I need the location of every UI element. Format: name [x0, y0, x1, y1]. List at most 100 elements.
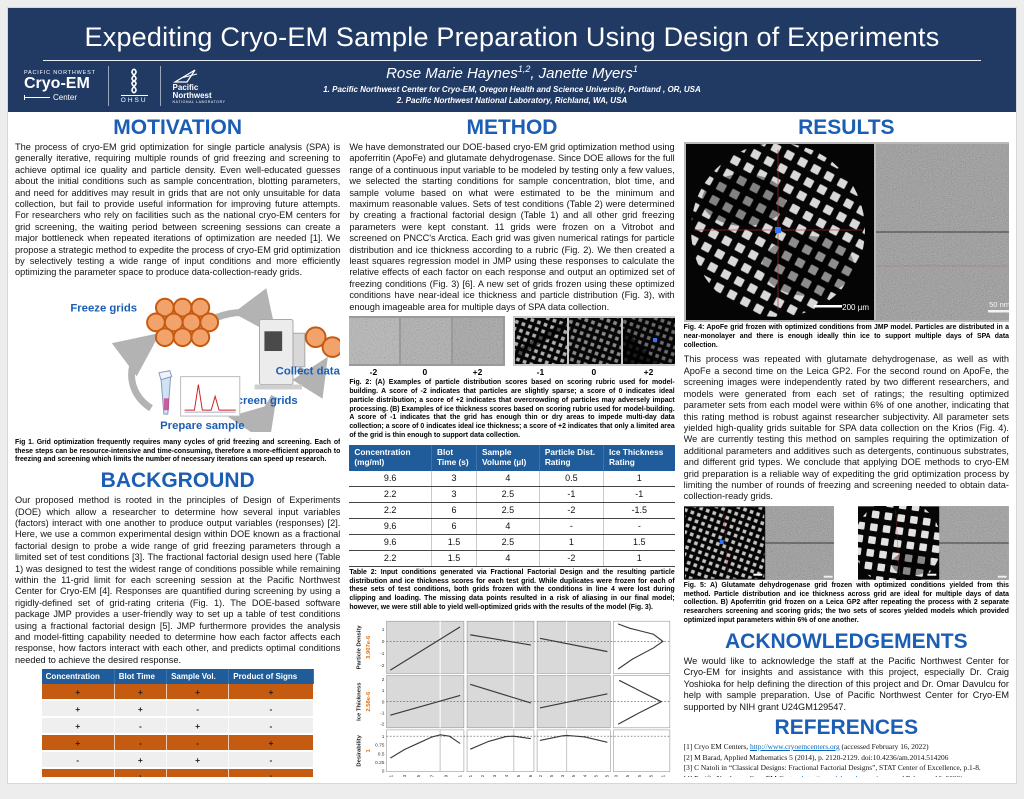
table-row: + - + -	[41, 717, 314, 736]
reference-link[interactable]: http://www.cryoemcenters.org	[749, 741, 840, 751]
author-1: Rose Marie Haynes	[386, 65, 518, 82]
score-label: +2	[643, 367, 654, 378]
ohsu-mark-icon	[131, 68, 137, 94]
column-header: Concentration (mg/ml)	[349, 444, 433, 471]
svg-text:1: 1	[388, 774, 393, 777]
scale-bar-label: 50 nm	[989, 300, 1009, 309]
logo-text-pacific-northwest: PACIFIC NORTHWEST	[24, 70, 96, 77]
background-heading: BACKGROUND	[100, 469, 255, 493]
svg-text:3: 3	[402, 774, 407, 777]
logo-text-northwest: Northwest	[172, 91, 212, 100]
micrograph-score-plus2	[453, 318, 503, 365]
logo-separator	[159, 66, 161, 106]
micrograph-score-minus2	[349, 318, 399, 365]
scale-bar	[927, 573, 937, 576]
method-heading: METHOD	[466, 116, 558, 139]
fig5a-glutamate-grid	[683, 506, 835, 580]
poster-title: Expediting Cryo-EM Sample Preparation Us…	[84, 22, 940, 52]
scale-bar	[753, 573, 762, 576]
atlas-score-minus1	[515, 318, 567, 365]
column-header: Blot Time (s)	[431, 444, 477, 471]
fig1-caption: Fig 1. Grid optimization frequently requ…	[15, 438, 341, 464]
prepare-sample-label: Prepare sample	[160, 420, 244, 432]
affiliation-1: 1. Pacific Northwest Center for Cryo-EM,…	[323, 85, 701, 94]
table-header-row: Concentration (mg/ml) Blot Time (s) Samp…	[349, 444, 675, 471]
fig2b-ice-thickness: -1 0 +2	[513, 316, 675, 377]
table-row: + + - -	[41, 700, 314, 719]
logo-text-cryoem: Cryo-EM	[24, 75, 90, 93]
svg-text:2.5: 2.5	[549, 774, 554, 777]
svg-text:0: 0	[382, 769, 385, 775]
svg-text:3: 3	[560, 774, 565, 777]
table-row: - + + -	[41, 751, 314, 770]
section-motivation-background: MOTIVATION The process of cryo-EM grid o…	[15, 115, 341, 777]
svg-text:0: 0	[382, 639, 385, 645]
logo-separator	[107, 66, 109, 106]
svg-text:-1: -1	[380, 710, 385, 716]
figure-jmp-profiler: 10-1-2210-1-210.750.50.25013579111234562…	[349, 617, 674, 777]
svg-text:0.5: 0.5	[378, 751, 385, 757]
svg-text:1: 1	[382, 688, 385, 694]
svg-text:0.75: 0.75	[375, 743, 385, 749]
svg-text:1: 1	[468, 774, 473, 777]
reference-link[interactable]: http://pncc.labworks.org	[802, 774, 874, 777]
logo-text-national-laboratory: NATIONAL LABORATORY	[172, 100, 226, 105]
collect-data-label: Collect data	[276, 366, 341, 378]
table-row: - + - +	[41, 768, 314, 777]
figure-glutamate-apoferritin	[683, 505, 1009, 580]
svg-text:0.75: 0.75	[649, 774, 654, 777]
figure-scoring-examples: -2 0 +2	[349, 316, 675, 378]
svg-text:1: 1	[366, 748, 372, 752]
column-header: Particle Dist. Rating	[539, 444, 604, 471]
atlas-image: 200 µm	[685, 144, 874, 320]
selection-marker-icon	[774, 227, 781, 233]
results-text: This process was repeated with glutamate…	[683, 354, 1009, 502]
table-row: + + + +	[41, 684, 314, 702]
svg-text:3.907e-6: 3.907e-6	[366, 635, 372, 659]
column-header: Product of Signs	[228, 669, 314, 685]
method-text: We have demonstrated our DOE-based cryo-…	[349, 142, 675, 312]
table-row: 2.2 1.5 4 -2 1	[349, 550, 675, 567]
svg-text:5: 5	[604, 774, 609, 777]
svg-text:-2: -2	[380, 663, 385, 669]
pnnl-logo: Pacific Northwest NATIONAL LABORATORY	[172, 68, 226, 105]
pnw-cryoem-center-logo: PACIFIC NORTHWEST Cryo-EM Center	[24, 70, 96, 102]
table2-caption: Table 2: Input conditions generated via …	[349, 568, 675, 612]
table-input-conditions: Concentration (mg/ml) Blot Time (s) Samp…	[349, 444, 675, 567]
micrograph-image: 50 nm	[875, 144, 1009, 320]
logo-text-ohsu: OHSU	[120, 95, 148, 104]
svg-text:Ice Thickness: Ice Thickness	[356, 682, 362, 721]
author-1-superscript: 1,2	[517, 64, 531, 74]
logo-strip: PACIFIC NORTHWEST Cryo-EM Center OHSU Pa…	[24, 66, 226, 106]
references-heading: REFERENCES	[774, 715, 919, 739]
svg-text:2: 2	[382, 677, 385, 683]
svg-text:5: 5	[416, 774, 421, 777]
table-row: 2.2 3 2.5 -1 -1	[349, 486, 675, 503]
arrow-screen-to-collect	[292, 356, 328, 399]
logo-arrow-icon	[24, 94, 50, 100]
section-method: METHOD We have demonstrated our DOE-base…	[349, 115, 675, 777]
svg-text:4: 4	[582, 774, 587, 777]
column-header: Ice Thickness Rating	[603, 444, 675, 471]
score-label: +2	[472, 367, 483, 378]
author-2-superscript: 1	[632, 64, 638, 74]
author-2: , Janette Myers	[530, 65, 633, 82]
reference-item: [1] Cryo EM Centers, http://www.cryoemce…	[683, 741, 929, 751]
affiliation-2: 2. Pacific Northwest National Laboratory…	[396, 95, 628, 105]
svg-text:0.5: 0.5	[637, 774, 642, 777]
svg-text:-1: -1	[380, 651, 385, 657]
score-label: 0	[422, 367, 428, 378]
arrow-prepare-to-freeze	[111, 332, 161, 411]
column-header: Sample Volume (µl)	[476, 444, 540, 471]
header-divider	[43, 60, 981, 61]
svg-text:9: 9	[444, 774, 449, 777]
table-row: 9.6 6 4- -	[349, 518, 675, 535]
svg-text:3.5: 3.5	[571, 774, 576, 777]
pnnl-mark-icon	[172, 69, 197, 83]
fig2-caption: Fig. 2: (A) Examples of particle distrib…	[349, 379, 675, 440]
svg-text:0.25: 0.25	[375, 760, 385, 766]
svg-text:4.5: 4.5	[593, 774, 598, 777]
svg-text:0.25: 0.25	[625, 774, 630, 777]
results-heading: RESULTS	[798, 116, 895, 139]
fig5b-apoferritin-grid	[858, 505, 1009, 580]
